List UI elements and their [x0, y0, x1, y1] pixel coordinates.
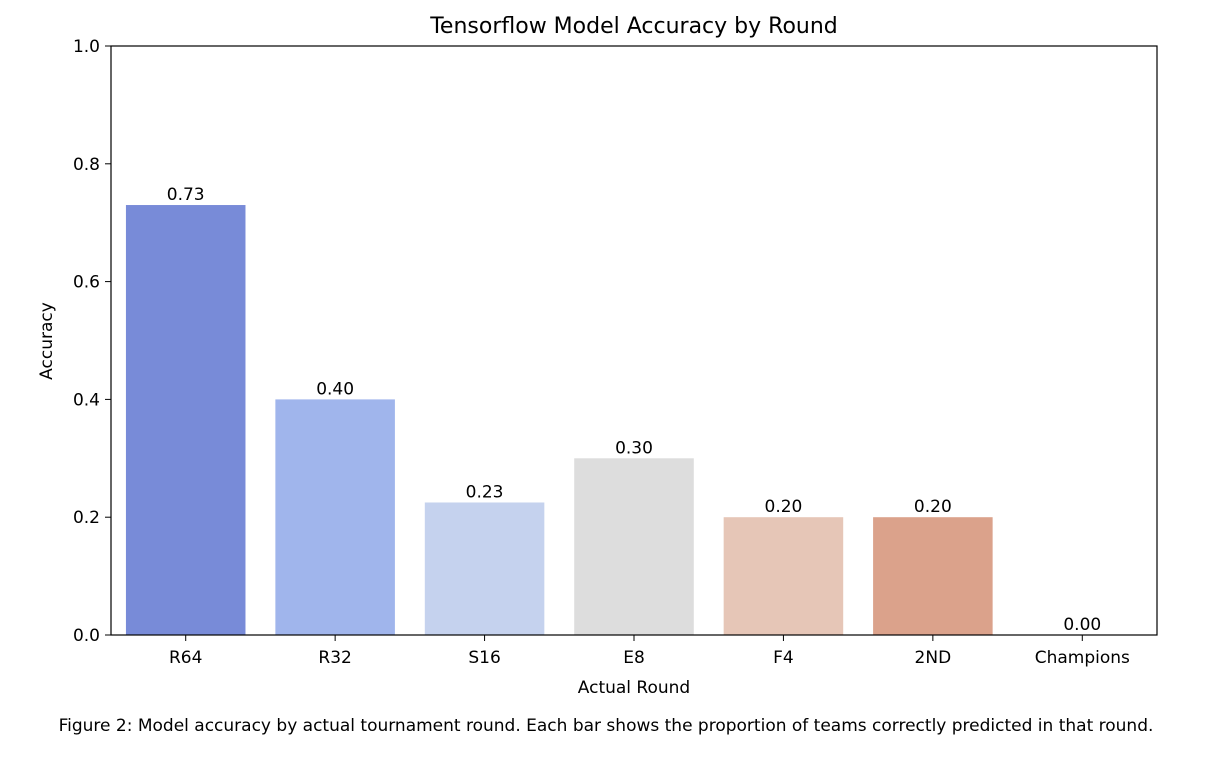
data-label-2nd: 0.20	[914, 497, 952, 517]
x-tick-label: S16	[468, 648, 500, 668]
bars-group: 0.73 0.40 0.23 0.30 0.20 0.20 0.00	[125, 185, 1101, 635]
y-tick-label: 0.4	[73, 390, 100, 410]
plot-frame	[110, 45, 1158, 636]
y-tick-label: 0.0	[73, 626, 100, 646]
data-label-r32: 0.40	[316, 379, 354, 399]
data-label-r64: 0.73	[167, 185, 205, 205]
y-tick-label: 0.2	[73, 508, 100, 528]
bar-e8	[574, 458, 694, 635]
x-tick-label: R64	[169, 648, 202, 668]
bar-chart: Tensorflow Model Accuracy by Round 0.730…	[37, 14, 1158, 698]
data-label-s16: 0.23	[466, 482, 504, 502]
bar-f4	[723, 517, 844, 635]
x-axis-label: Actual Round	[578, 678, 690, 698]
y-tick-label: 0.6	[73, 273, 100, 293]
data-label-champions: 0.00	[1063, 615, 1101, 635]
bar-r64	[125, 205, 246, 635]
x-tick-label: Champions	[1035, 648, 1130, 668]
x-tick-label: E8	[623, 648, 645, 668]
figure-caption: Figure 2: Model accuracy by actual tourn…	[58, 716, 1154, 736]
y-axis-ticks: 0.0 0.2 0.4 0.6 0.8 1.0	[73, 37, 111, 646]
y-axis-label: Accuracy	[37, 302, 57, 380]
bar-2nd	[873, 517, 993, 635]
data-label-e8: 0.30	[615, 438, 653, 458]
bar-s16	[424, 502, 545, 635]
x-tick-label: R32	[318, 648, 351, 668]
y-tick-label: 0.8	[73, 155, 100, 175]
x-tick-label: 2ND	[915, 648, 952, 668]
y-tick-label: 1.0	[73, 37, 100, 57]
bar-r32	[275, 399, 395, 635]
data-label-f4: 0.20	[765, 497, 803, 517]
x-tick-label: F4	[773, 648, 794, 668]
x-axis-ticks: R64 R32 S16 E8 F4 2ND Champions	[169, 635, 1130, 668]
chart-title: Tensorflow Model Accuracy by Round	[429, 14, 838, 39]
